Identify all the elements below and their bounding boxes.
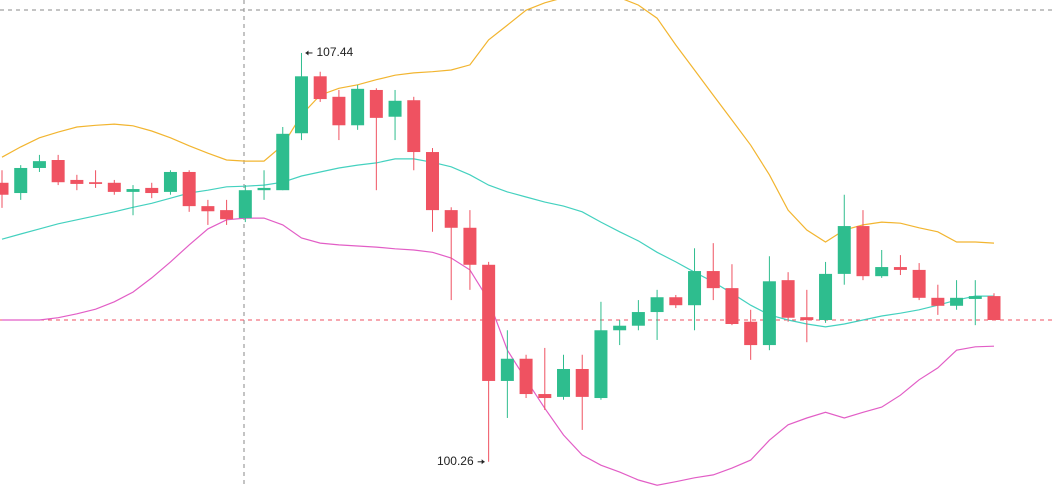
- candle-body: [706, 271, 720, 289]
- candle-body: [781, 280, 795, 318]
- candle-body: [51, 160, 65, 183]
- candle-body: [425, 152, 439, 211]
- candle-body: [332, 96, 346, 126]
- band-line: [1, 158, 994, 328]
- candle-body: [70, 179, 84, 184]
- candle-body: [875, 267, 889, 277]
- candle-body: [950, 297, 964, 306]
- candle-body: [407, 100, 421, 153]
- candle-body: [145, 187, 159, 194]
- candle-body: [819, 273, 833, 321]
- candle-body: [575, 368, 589, 397]
- band-line: [2, 217, 995, 486]
- candle-body: [126, 189, 140, 192]
- arrow-head: [305, 50, 309, 56]
- candle-body: [912, 269, 926, 298]
- candle-body: [631, 312, 645, 326]
- candle-body: [762, 281, 776, 346]
- candle-body: [163, 171, 177, 192]
- candle-body: [220, 210, 234, 220]
- candle-body: [351, 88, 365, 126]
- candle-body: [613, 325, 627, 331]
- candle-body: [276, 133, 290, 191]
- candle-body: [594, 330, 608, 399]
- candle-body: [182, 171, 196, 207]
- candle-body: [856, 226, 870, 277]
- candle-body: [238, 190, 252, 219]
- candle-body: [0, 182, 9, 195]
- candle-body: [369, 89, 383, 118]
- candle-body: [463, 227, 477, 265]
- candle-body: [725, 288, 739, 325]
- candle-body: [744, 321, 758, 346]
- candle-body: [837, 226, 851, 274]
- candle-body: [32, 161, 46, 168]
- candle-body: [688, 271, 702, 306]
- candle-body: [519, 358, 533, 395]
- candle-body: [14, 167, 28, 194]
- candle-body: [444, 210, 458, 228]
- band-line: [1, 0, 995, 244]
- low-label: 100.26: [437, 454, 474, 468]
- candle-body: [968, 296, 982, 299]
- candle-body: [987, 296, 1001, 321]
- candle-body: [294, 76, 308, 134]
- candle-body: [89, 182, 103, 184]
- candle-body: [557, 368, 571, 397]
- candle-body: [538, 394, 552, 399]
- candle-body: [650, 297, 664, 313]
- candle-body: [669, 297, 683, 306]
- candle-body: [107, 182, 121, 192]
- high-label: 107.44: [316, 45, 353, 59]
- candle-body: [500, 358, 514, 381]
- candle-body: [388, 100, 402, 117]
- candle-body: [931, 297, 945, 306]
- candle-body: [201, 206, 215, 212]
- arrow-head: [481, 459, 485, 465]
- candle-body: [800, 317, 814, 321]
- candle-body: [257, 187, 271, 191]
- candle-body: [313, 76, 327, 100]
- candle-body: [893, 267, 907, 270]
- candle-body: [482, 264, 496, 381]
